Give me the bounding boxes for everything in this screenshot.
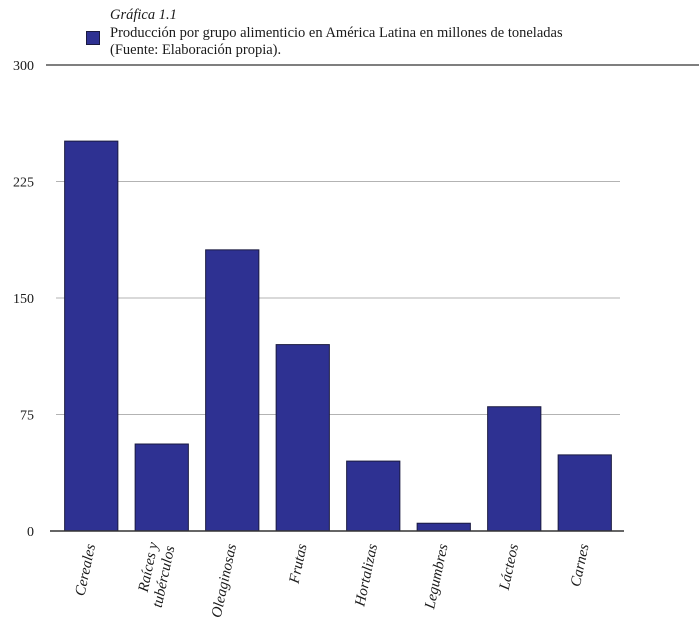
- y-tick-label: 75: [20, 409, 34, 424]
- y-tick-label: 0: [27, 525, 34, 540]
- grid-lines: [56, 181, 620, 415]
- legend-swatch: [86, 31, 100, 45]
- bar-4: [275, 344, 330, 532]
- y-tick-labels: 0 75 150 225 300: [13, 59, 34, 540]
- y-tick-label: 225: [13, 176, 34, 191]
- figure-label: Gráfica 1.1: [110, 7, 177, 23]
- y-tick-label: 150: [13, 292, 34, 307]
- axes: [46, 64, 699, 532]
- x-tick-label: Cereales: [73, 542, 100, 597]
- bar-8: [557, 454, 612, 532]
- bar-7: [487, 406, 542, 532]
- bar-5: [346, 460, 401, 532]
- bar-2: [134, 443, 189, 532]
- bar-6: [416, 522, 471, 532]
- x-tick-label: Hortalizas: [352, 542, 381, 608]
- x-tick-label: Carnes: [568, 542, 593, 588]
- x-tick-label: Oleaginosas: [209, 542, 240, 619]
- chart-source: (Fuente: Elaboración propia).: [110, 42, 282, 58]
- x-tick-labels: Cereales Raíces ytubérculos Oleaginosas Fru…: [73, 541, 593, 620]
- y-tick-label: 300: [13, 59, 34, 74]
- bars: [64, 140, 612, 532]
- x-tick-label: Raíces ytubérculos: [133, 541, 178, 610]
- x-tick-label: Frutas: [286, 542, 310, 586]
- bar-3: [205, 249, 260, 532]
- x-tick-label: Legumbres: [422, 542, 452, 611]
- bar-1: [64, 140, 119, 532]
- legend-label: Producción por grupo alimenticio en Amér…: [110, 25, 563, 41]
- x-tick-label: Lácteos: [497, 542, 523, 592]
